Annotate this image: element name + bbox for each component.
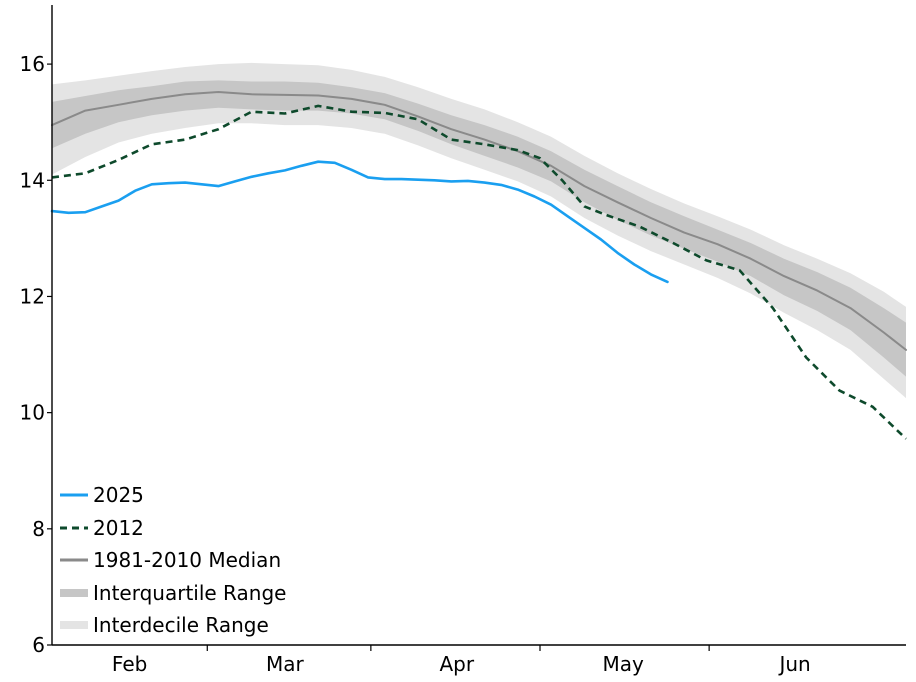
bands-layer (52, 62, 906, 399)
legend-item: 2025 (60, 483, 144, 507)
legend-label: 2025 (93, 483, 144, 507)
y-tick-label: 10 (20, 401, 45, 425)
y-tick-label: 12 (20, 284, 45, 308)
legend-label: 2012 (93, 516, 144, 540)
x-tick-label: Mar (266, 652, 305, 676)
legend-label: Interquartile Range (93, 581, 286, 605)
ticks-layer: 6 8 10 12 14 16 Feb Mar Apr May Jun (20, 52, 811, 676)
y-tick-label: 8 (32, 517, 45, 541)
lines-layer (50, 91, 907, 440)
series-median-line (51, 91, 907, 351)
y-tick-label: 6 (32, 633, 45, 657)
legend-label: 1981-2010 Median (93, 548, 281, 572)
x-tick-label: Jun (777, 652, 810, 676)
x-tick-label: Feb (112, 652, 147, 676)
legend: 2025 2012 1981-2010 Median Interquartile… (60, 483, 286, 637)
y-tick-label: 14 (20, 168, 45, 192)
axes-layer (51, 5, 906, 646)
legend-label: Interdecile Range (93, 613, 269, 637)
band-interdecile-range (52, 62, 906, 399)
x-tick-label: May (603, 652, 645, 676)
x-tick-label: Apr (440, 652, 475, 676)
legend-item: 2012 (60, 516, 144, 540)
series-2012-line (51, 104, 907, 440)
series-2025-line (50, 160, 669, 284)
y-tick-label: 16 (20, 52, 45, 76)
legend-item: Interquartile Range (60, 581, 286, 605)
legend-item: 1981-2010 Median (60, 548, 281, 572)
legend-item: Interdecile Range (60, 613, 269, 637)
band-interquartile-range (52, 80, 906, 377)
